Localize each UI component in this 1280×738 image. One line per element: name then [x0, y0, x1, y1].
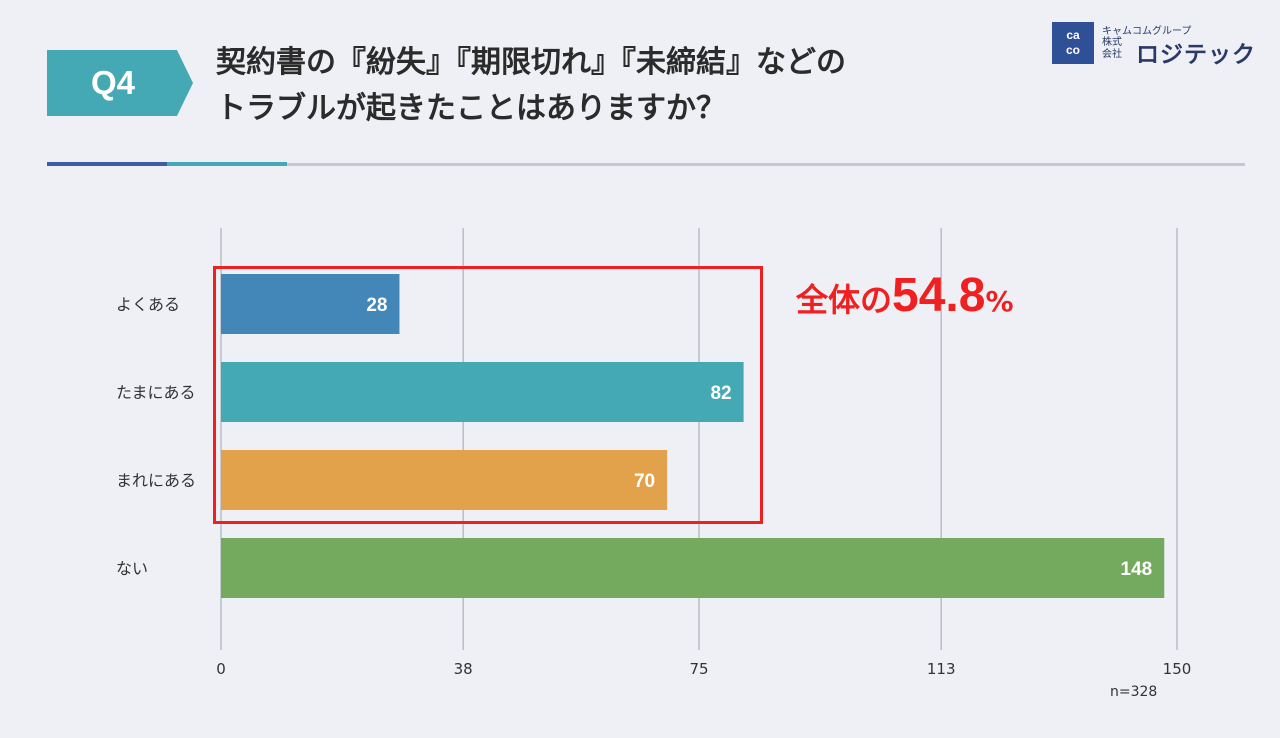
- sample-size-label: n=328: [1110, 684, 1158, 700]
- percentage-annotation: 全体の54.8%: [796, 268, 1014, 323]
- category-label-0: よくある: [116, 295, 180, 314]
- annotation-prefix: 全体の: [796, 281, 893, 319]
- x-tick-label-0: 0: [216, 660, 226, 678]
- divider-segment-blue: [47, 162, 167, 166]
- category-label-3: ない: [116, 559, 148, 578]
- bar-value-label-3: 148: [1121, 559, 1153, 580]
- category-label-1: たまにある: [116, 383, 196, 402]
- bar-3: [221, 538, 1165, 598]
- highlight-box: [213, 266, 763, 524]
- logo-group-name: キャムコムグループ: [1102, 26, 1192, 37]
- logo-company-name: ロジテック: [1136, 42, 1256, 68]
- bar-2: [221, 450, 668, 510]
- logo-mark-icon: ca co: [1052, 22, 1094, 64]
- x-tick-label-1: 38: [454, 660, 473, 678]
- x-tick-label-3: 113: [927, 660, 956, 678]
- bar-value-label-1: 82: [710, 383, 731, 404]
- category-label-2: まれにある: [116, 471, 196, 490]
- title-line-2: トラブルが起きたことはありますか？: [216, 91, 726, 126]
- annotation-unit: %: [985, 285, 1014, 318]
- x-tick-label-4: 150: [1163, 660, 1192, 678]
- divider-segment-teal: [167, 162, 287, 166]
- company-logo: ca co キャムコムグループ 株式会社 ロジテック: [1052, 22, 1266, 68]
- annotation-value: 54.8: [892, 269, 986, 322]
- bar-value-label-2: 70: [634, 471, 655, 492]
- x-tick-label-2: 75: [689, 660, 708, 678]
- bar-0: [221, 274, 400, 334]
- divider-line: [287, 163, 1245, 166]
- question-badge: Q4: [47, 50, 193, 116]
- question-number: Q4: [90, 64, 136, 101]
- logo-kabushiki: 株式会社: [1102, 37, 1122, 60]
- bar-1: [221, 362, 744, 422]
- bar-value-label-0: 28: [366, 295, 387, 316]
- title-line-1: 契約書の『紛失』『期限切れ』『未締結』などの: [216, 45, 846, 80]
- question-title: 契約書の『紛失』『期限切れ』『未締結』などの トラブルが起きたことはありますか？: [216, 40, 1036, 132]
